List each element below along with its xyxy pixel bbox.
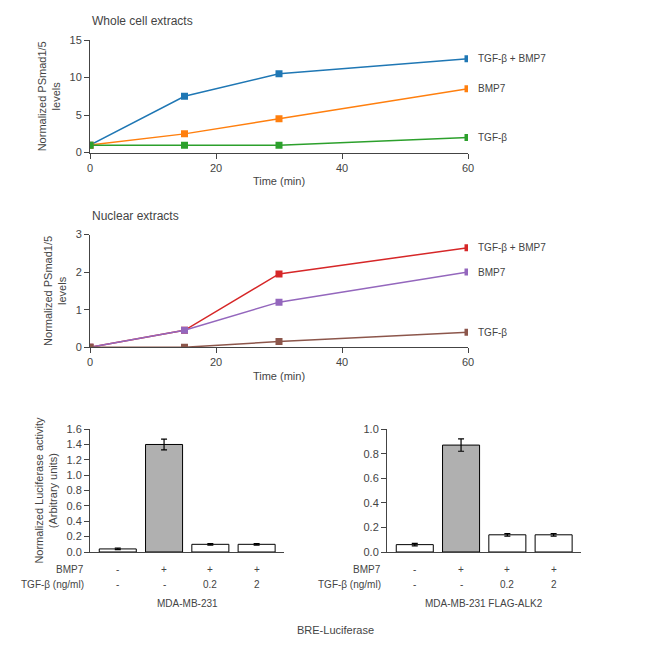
svg-text:Time (min): Time (min): [253, 175, 305, 187]
svg-text:Normalized PSmad1/5levels: Normalized PSmad1/5levels: [42, 236, 68, 346]
svg-text:+: +: [207, 564, 213, 575]
svg-text:TGF-β + BMP7: TGF-β + BMP7: [478, 53, 546, 64]
svg-text:+: +: [504, 564, 510, 575]
svg-text:1.4: 1.4: [67, 438, 82, 450]
svg-text:0: 0: [76, 341, 82, 353]
svg-text:TGF-β: TGF-β: [478, 132, 507, 143]
svg-text:10: 10: [70, 71, 82, 83]
svg-text:2: 2: [551, 579, 557, 590]
svg-text:0.2: 0.2: [67, 530, 82, 542]
svg-text:0.6: 0.6: [364, 472, 379, 484]
svg-text:1.2: 1.2: [67, 454, 82, 466]
svg-text:BMP7: BMP7: [353, 564, 381, 575]
svg-text:20: 20: [210, 162, 222, 174]
svg-text:0.8: 0.8: [67, 484, 82, 496]
svg-text:1: 1: [76, 304, 82, 316]
svg-text:40: 40: [336, 356, 348, 368]
svg-text:0.0: 0.0: [67, 546, 82, 558]
svg-text:TGF-β + BMP7: TGF-β + BMP7: [478, 242, 546, 253]
svg-text:BRE-Luciferase: BRE-Luciferase: [297, 624, 374, 636]
svg-text:MDA-MB-231: MDA-MB-231: [157, 598, 218, 609]
svg-text:1.6: 1.6: [67, 423, 82, 435]
svg-text:-: -: [116, 564, 119, 575]
svg-text:0.2: 0.2: [203, 579, 217, 590]
svg-text:60: 60: [462, 162, 474, 174]
svg-text:15: 15: [70, 34, 82, 46]
svg-text:+: +: [458, 564, 464, 575]
svg-text:Normalized Luciferase activity: Normalized Luciferase activity(Arbitrary…: [33, 417, 59, 564]
svg-text:5: 5: [76, 109, 82, 121]
svg-text:BMP7: BMP7: [478, 267, 506, 278]
svg-text:BMP7: BMP7: [56, 564, 84, 575]
svg-text:2: 2: [254, 579, 260, 590]
svg-text:Time (min): Time (min): [253, 370, 305, 382]
svg-text:-: -: [413, 579, 416, 590]
svg-text:BMP7: BMP7: [478, 83, 506, 94]
svg-text:0.6: 0.6: [67, 500, 82, 512]
svg-text:-: -: [413, 564, 416, 575]
svg-text:0: 0: [87, 162, 93, 174]
svg-text:1.0: 1.0: [67, 469, 82, 481]
svg-text:+: +: [161, 564, 167, 575]
svg-text:60: 60: [462, 356, 474, 368]
svg-text:0.2: 0.2: [364, 521, 379, 533]
svg-text:TGF-β: TGF-β: [478, 327, 507, 338]
svg-text:Whole cell extracts: Whole cell extracts: [92, 14, 193, 28]
svg-text:3: 3: [76, 228, 82, 240]
svg-text:20: 20: [210, 356, 222, 368]
svg-text:+: +: [551, 564, 557, 575]
svg-text:0.0: 0.0: [364, 546, 379, 558]
svg-text:-: -: [460, 579, 463, 590]
svg-text:0: 0: [76, 146, 82, 158]
svg-text:Nuclear extracts: Nuclear extracts: [92, 209, 179, 223]
svg-text:TGF-β (ng/ml): TGF-β (ng/ml): [318, 579, 381, 590]
svg-text:Normalized PSmad1/5levels: Normalized PSmad1/5levels: [36, 41, 62, 151]
svg-text:0: 0: [87, 356, 93, 368]
svg-text:0.4: 0.4: [364, 497, 379, 509]
svg-text:-: -: [163, 579, 166, 590]
svg-text:0.2: 0.2: [500, 579, 514, 590]
svg-text:40: 40: [336, 162, 348, 174]
svg-text:0.8: 0.8: [364, 448, 379, 460]
svg-text:+: +: [254, 564, 260, 575]
svg-text:0.4: 0.4: [67, 515, 82, 527]
svg-text:-: -: [116, 579, 119, 590]
svg-text:1.0: 1.0: [364, 423, 379, 435]
svg-text:TGF-β (ng/ml): TGF-β (ng/ml): [21, 579, 84, 590]
svg-text:2: 2: [76, 266, 82, 278]
svg-text:MDA-MB-231 FLAG-ALK2: MDA-MB-231 FLAG-ALK2: [425, 598, 543, 609]
